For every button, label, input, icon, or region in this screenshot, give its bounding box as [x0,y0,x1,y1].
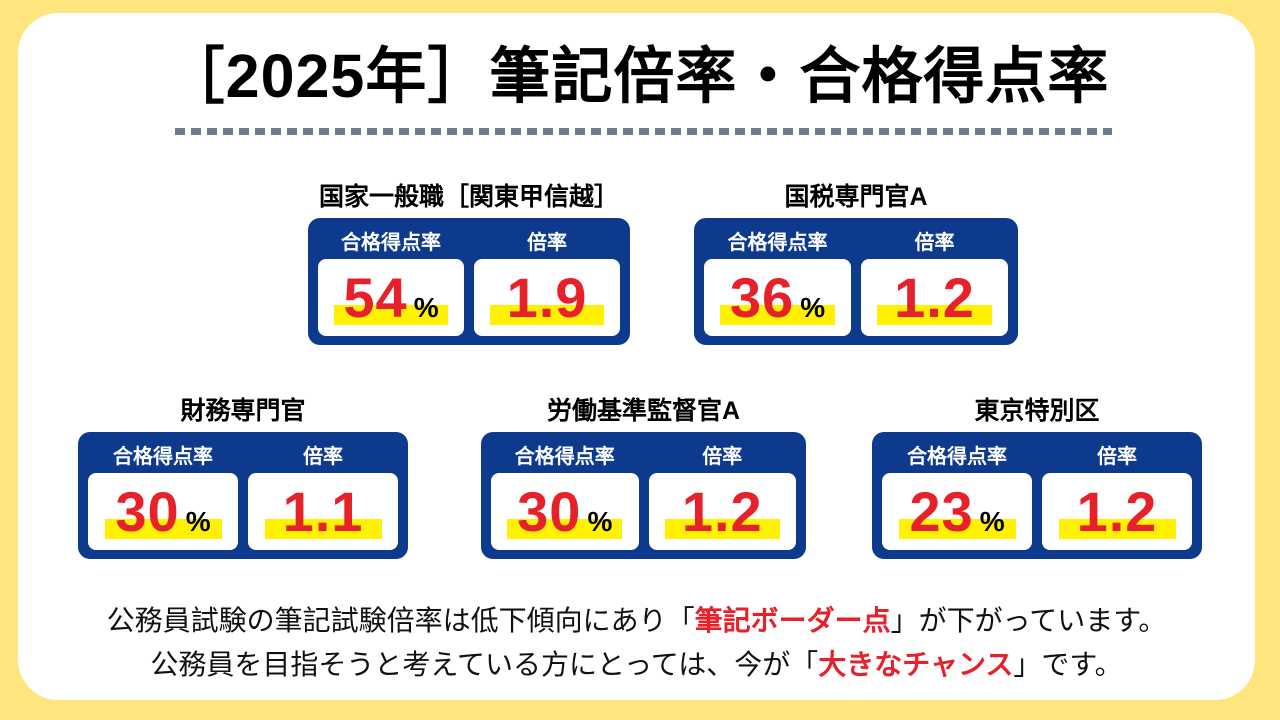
rate-highlight [664,519,780,539]
score-label: 合格得点率 [514,446,615,468]
rate-value-text: 1.2 [682,483,763,540]
exam-card-kokka-ippan: 国家一般職［関東甲信越］ 合格得点率 倍率 54% 1.9 [308,172,630,345]
rate-value-box: 1.1 [248,473,398,550]
footer-text: 」が下がっています。 [890,605,1167,636]
exam-card-panel: 合格得点率 倍率 54% 1.9 [308,218,630,345]
score-value-box: 23% [882,473,1032,550]
footer-text: 公務員を目指そうと考えている方にとっては、今が「 [150,649,819,680]
rate-value: 1.2 [894,265,975,329]
rate-highlight [877,305,992,325]
score-value: 23 [909,479,974,543]
score-value-text: 36% [730,269,826,326]
exam-card-kokuzei: 国税専門官A 合格得点率 倍率 36% 1.2 [694,172,1018,345]
rate-value: 1.9 [506,265,588,329]
exam-card-title: 労働基準監督官A [546,397,741,425]
footer-text: 公務員試験の筆記試験倍率は低下傾向にあり「 [106,605,695,636]
score-highlight [334,305,448,325]
score-label: 合格得点率 [907,446,1007,468]
score-unit: % [587,505,613,537]
score-value-box: 36% [704,259,851,336]
rate-highlight [1058,519,1176,539]
rate-value: 1.1 [282,479,364,543]
score-label: 合格得点率 [341,232,441,254]
score-value: 30 [115,479,180,543]
score-value: 54 [343,265,408,329]
score-value-text: 23% [909,483,1005,540]
exam-card-title: 財務専門官 [180,397,306,425]
exam-card-panel: 合格得点率 倍率 23% 1.2 [872,432,1202,559]
rate-value-text: 1.9 [507,269,588,326]
score-highlight [720,305,835,325]
card-header: 合格得点率 倍率 [704,222,1008,259]
score-value-text: 54% [343,269,439,326]
card-header: 合格得点率 倍率 [88,436,398,473]
score-value-text: 30% [115,483,211,540]
rate-value-text: 1.2 [894,269,975,326]
rate-highlight [264,519,382,539]
page-title: ［2025年］筆記倍率・合格得点率 [163,42,1110,110]
card-values: 30% 1.2 [491,473,796,550]
rate-value-box: 1.9 [474,259,620,336]
rate-highlight [490,305,604,325]
rate-label: 倍率 [1097,446,1137,468]
exam-card-tokyo: 東京特別区 合格得点率 倍率 23% 1.2 [872,386,1202,559]
footer-highlight-text: 筆記ボーダー点 [694,605,891,636]
exam-card-title: 国税専門官A [784,183,928,211]
rate-value-text: 1.1 [283,483,364,540]
footer-text: 」です。 [1013,649,1123,680]
rate-label: 倍率 [702,446,743,468]
score-value-box: 30% [491,473,639,550]
card-values: 36% 1.2 [704,259,1008,336]
rate-value: 1.2 [1076,479,1158,543]
exam-card-title: 東京特別区 [974,397,1100,425]
score-unit: % [979,505,1005,537]
rate-value-box: 1.2 [1042,473,1192,550]
footer-line-2: 公務員を目指そうと考えている方にとっては、今が「大きなチャンス」です。 [18,643,1255,683]
footer-highlight-text: 大きなチャンス [818,649,1014,680]
exam-card-roudou: 労働基準監督官A 合格得点率 倍率 30% 1.2 [481,386,806,559]
rate-label: 倍率 [914,232,955,254]
exam-card-zaimu: 財務専門官 合格得点率 倍率 30% 1.1 [78,386,408,559]
card-values: 30% 1.1 [88,473,398,550]
score-unit: % [800,291,826,323]
exam-card-panel: 合格得点率 倍率 30% 1.1 [78,432,408,559]
exam-card-panel: 合格得点率 倍率 30% 1.2 [481,432,806,559]
rate-value: 1.2 [681,479,763,543]
exam-card-title: 国家一般職［関東甲信越］ [318,183,619,211]
card-header: 合格得点率 倍率 [491,436,796,473]
card-values: 23% 1.2 [882,473,1192,550]
score-value: 36 [729,265,795,329]
score-highlight [507,519,623,539]
score-unit: % [413,291,439,323]
score-unit: % [185,505,211,537]
score-value-text: 30% [517,483,613,540]
title-underline [175,128,1112,135]
rate-label: 倍率 [527,232,567,254]
white-panel [18,13,1255,700]
score-value-box: 30% [88,473,238,550]
footer-line-1: 公務員試験の筆記試験倍率は低下傾向にあり「筆記ボーダー点」が下がっています。 [18,599,1255,639]
card-header: 合格得点率 倍率 [882,436,1192,473]
rate-value-box: 1.2 [861,259,1008,336]
rate-value-box: 1.2 [648,473,796,550]
score-value: 30 [517,479,582,543]
card-header: 合格得点率 倍率 [318,222,620,259]
score-label: 合格得点率 [113,446,213,468]
score-label: 合格得点率 [727,232,828,254]
score-value-box: 54% [318,259,464,336]
card-values: 54% 1.9 [318,259,620,336]
score-highlight [104,519,222,539]
exam-card-panel: 合格得点率 倍率 36% 1.2 [694,218,1018,345]
rate-label: 倍率 [303,446,343,468]
score-highlight [898,519,1016,539]
rate-value-text: 1.2 [1077,483,1158,540]
